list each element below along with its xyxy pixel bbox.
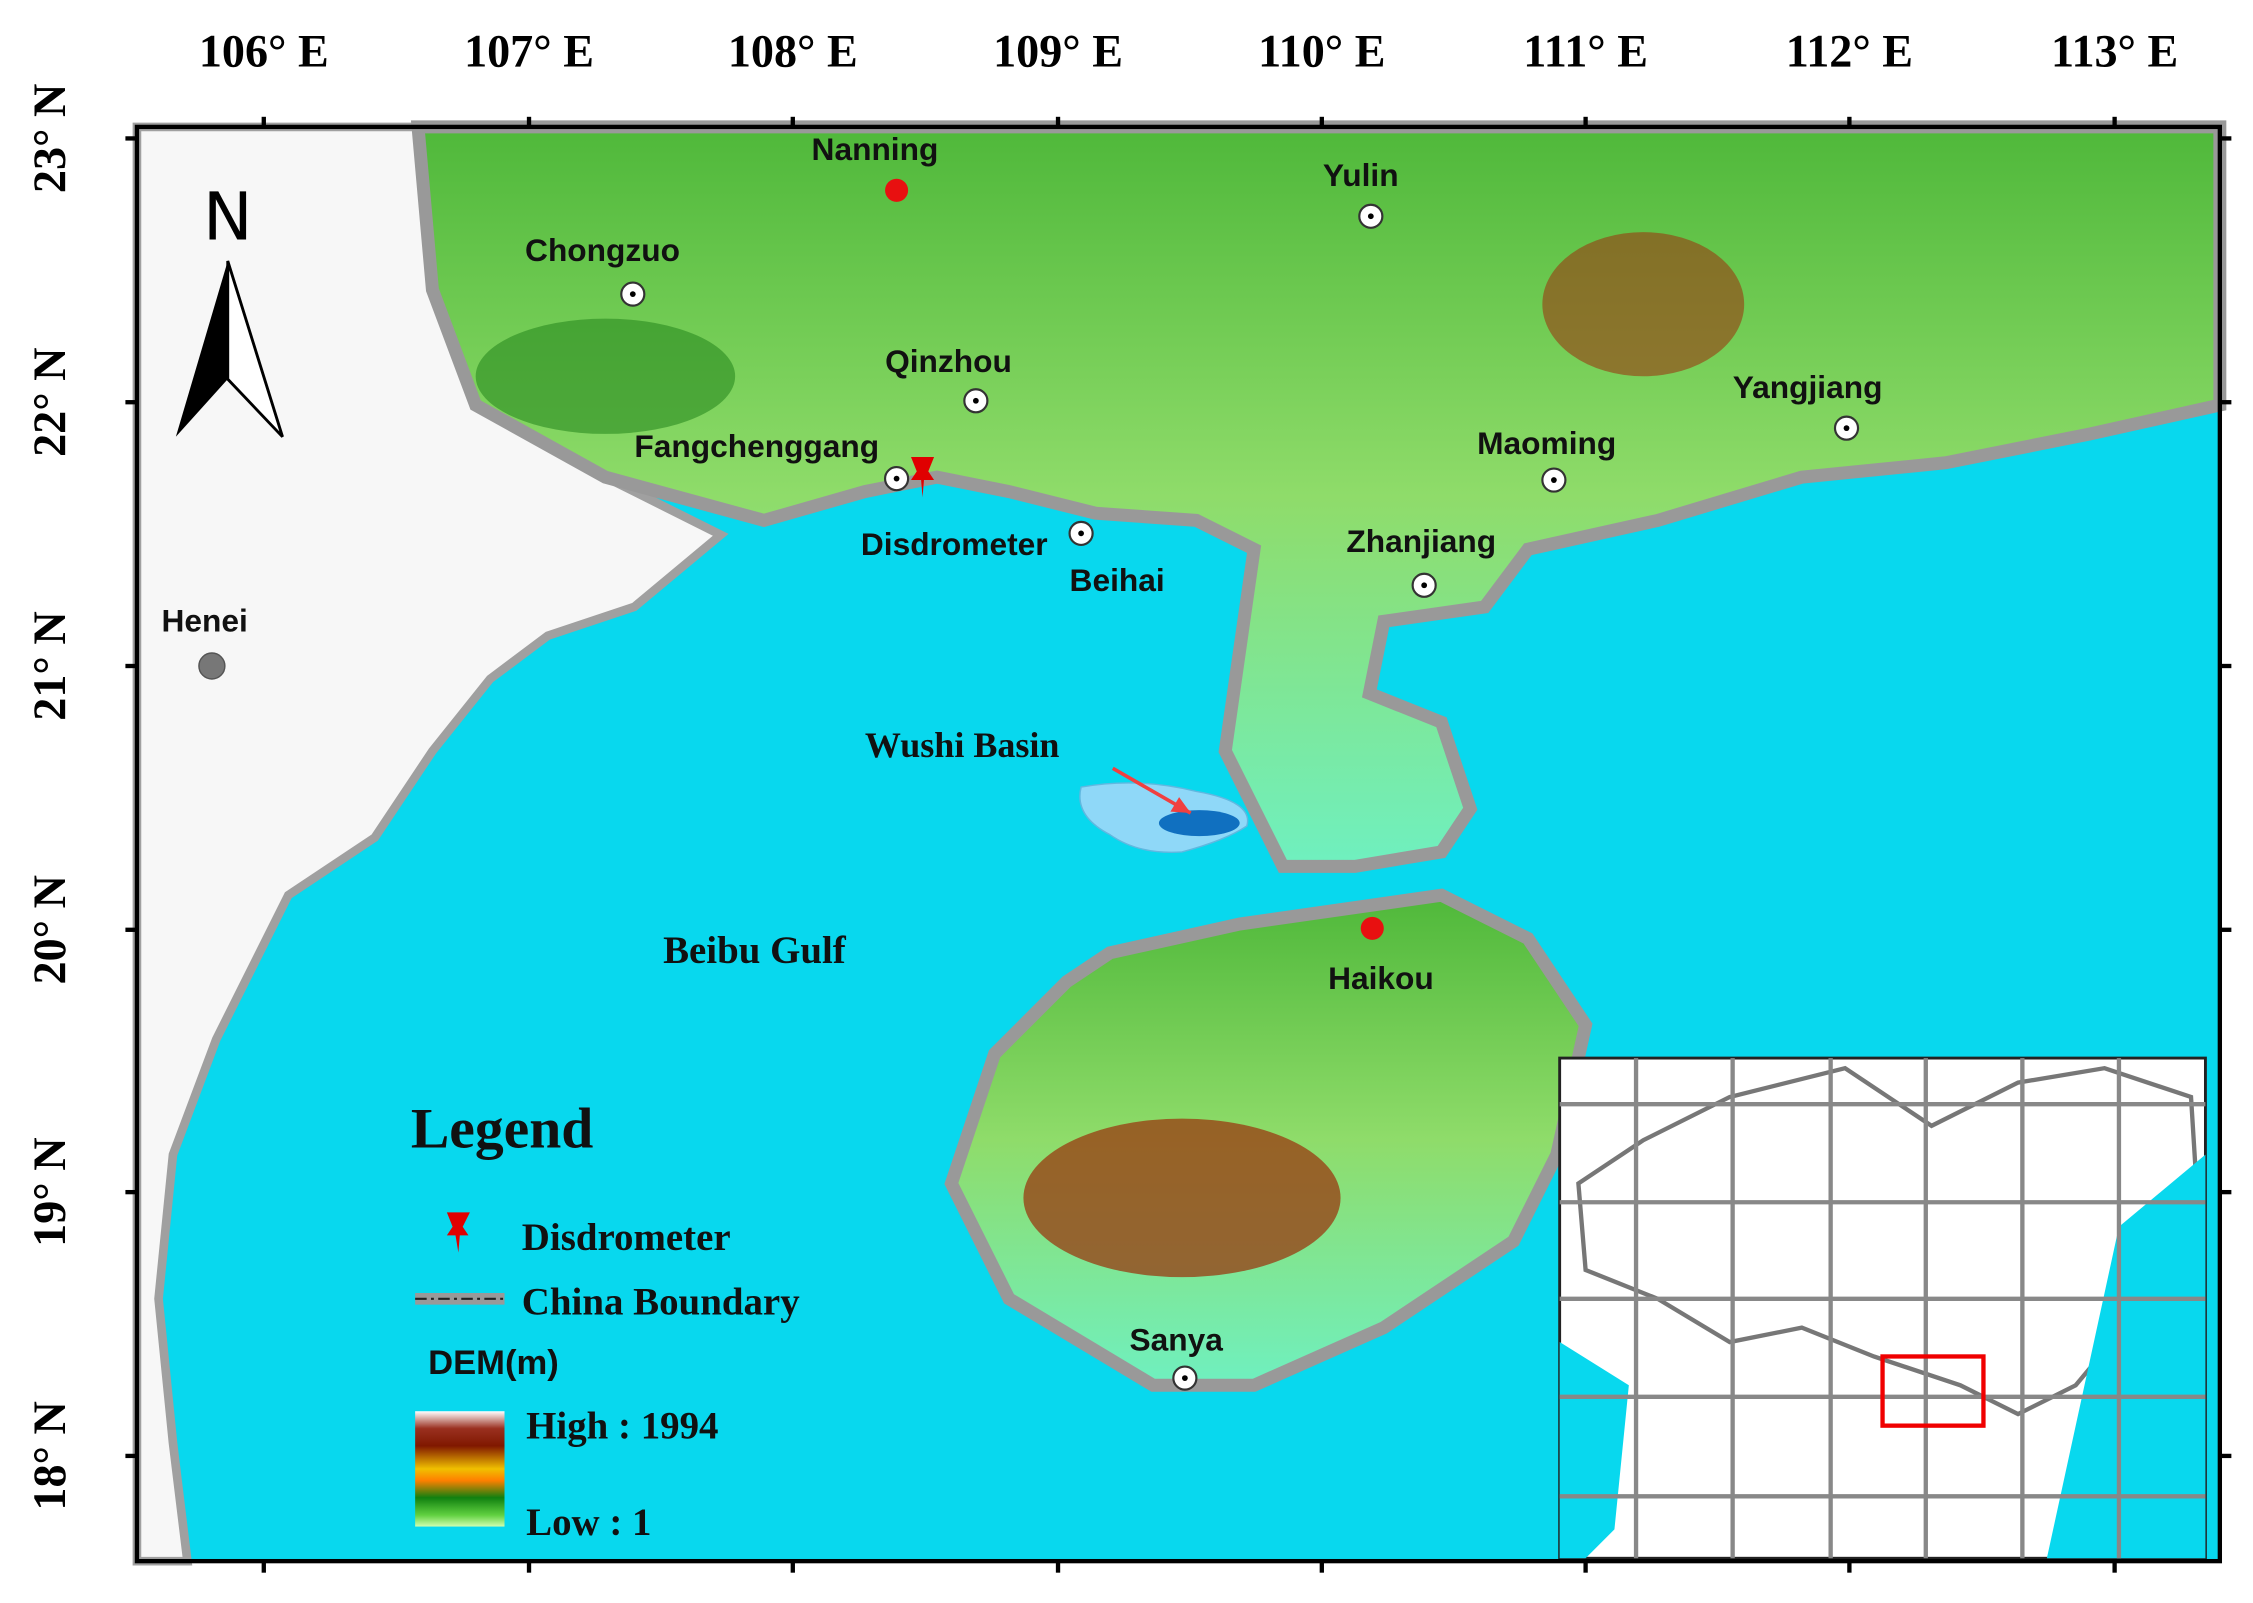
city-marker-dot <box>1551 477 1557 483</box>
longitude-label: 108° E <box>728 25 858 76</box>
place-label: Maoming <box>1477 425 1616 461</box>
city-marker-dot <box>893 475 900 482</box>
latitude-label: 22° N <box>24 348 75 457</box>
city-marker-dot <box>1843 425 1850 432</box>
latitude-label: 23° N <box>24 84 75 193</box>
city-marker <box>885 178 909 202</box>
longitude-label: 109° E <box>993 25 1123 76</box>
place-label: Haikou <box>1328 960 1434 996</box>
place-label: Yulin <box>1323 157 1399 193</box>
city-marker-dot <box>1367 213 1374 220</box>
place-label: Chongzuo <box>525 232 680 268</box>
longitude-label: 106° E <box>199 25 329 76</box>
longitude-label: 112° E <box>1786 25 1913 76</box>
legend-pin <box>446 1212 470 1253</box>
city-marker <box>1360 916 1384 940</box>
place-label: Beihai <box>1070 562 1165 598</box>
map-frame <box>134 124 2223 1564</box>
longitude-label: 113° E <box>2051 25 2178 76</box>
hainan-mountains <box>1023 1118 1341 1278</box>
mountains <box>475 318 736 434</box>
arrowhead <box>1170 797 1191 814</box>
legend-title: Legend <box>411 1097 594 1160</box>
wushi-basin <box>1158 810 1240 837</box>
inset-map <box>1558 1056 2207 1560</box>
legend-dem-title: DEM(m) <box>428 1344 559 1382</box>
place-label: Zhanjiang <box>1346 523 1496 559</box>
legend-low: Low : 1 <box>526 1501 651 1544</box>
legend-high: High : 1994 <box>526 1405 718 1448</box>
city-marker-dot <box>1181 1375 1188 1381</box>
china-land <box>410 120 2227 873</box>
latitude-label: 19° N <box>24 1137 75 1246</box>
latitude-label: 20° N <box>24 875 75 984</box>
place-label: Disdrometer <box>861 526 1048 562</box>
annotation: Beibu Gulf <box>663 929 847 972</box>
city-marker <box>198 652 226 680</box>
north-arrow <box>175 260 228 437</box>
legend: Legend Disdrometer China Boundary DEM(m)… <box>411 1097 800 1544</box>
legend-dem-ramp <box>415 1411 505 1527</box>
legend-item: China Boundary <box>522 1281 800 1324</box>
city-marker-dot <box>1078 530 1084 537</box>
city-marker-dot <box>972 397 979 404</box>
mountains <box>1542 232 1745 377</box>
place-label: Qinzhou <box>885 343 1012 379</box>
city-marker-dot <box>1421 582 1428 589</box>
longitude-label: 110° E <box>1258 25 1385 76</box>
latitude-label: 21° N <box>24 611 75 720</box>
place-label: Nanning <box>812 131 939 167</box>
inset-sea <box>1559 1154 2206 1559</box>
longitude-label: 111° E <box>1523 25 1648 76</box>
north-label: N <box>203 177 253 255</box>
overlays: 106° E 107° E 108° E 109° E 110° E 111° E 112°… <box>24 25 2232 1573</box>
city-marker-dot <box>629 291 636 297</box>
place-label: Henei <box>162 602 248 638</box>
legend-item: Disdrometer <box>522 1216 731 1259</box>
disdrometer-pin <box>911 456 935 498</box>
place-label: Yangjiang <box>1733 369 1883 405</box>
annotation: Wushi Basin <box>865 725 1060 765</box>
longitude-label: 107° E <box>464 25 594 76</box>
latitude-label: 18° N <box>24 1401 75 1510</box>
place-label: Sanya <box>1130 1322 1224 1358</box>
inset-extent <box>1880 1354 1986 1428</box>
north-arrow <box>226 260 284 438</box>
place-label: Fangchenggang <box>634 428 879 464</box>
